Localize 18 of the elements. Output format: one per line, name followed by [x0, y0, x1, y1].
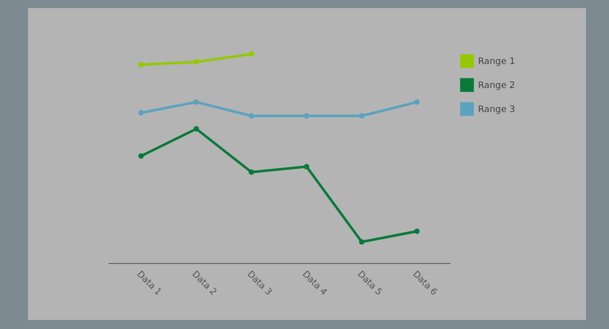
legend-label: Range 2: [478, 81, 516, 91]
point: [138, 153, 144, 159]
point: [359, 239, 364, 245]
point: [248, 51, 254, 57]
point: [194, 59, 199, 65]
point: [304, 164, 310, 170]
point: [194, 99, 199, 105]
point: [359, 113, 364, 119]
point: [138, 62, 144, 68]
legend-label: Range 3: [478, 105, 516, 115]
point: [138, 110, 144, 116]
point: [304, 113, 310, 119]
point: [248, 169, 254, 175]
point: [248, 113, 254, 119]
point: [414, 99, 420, 105]
point: [194, 126, 199, 132]
legend-label: Range 1: [478, 57, 516, 67]
point: [414, 228, 420, 234]
